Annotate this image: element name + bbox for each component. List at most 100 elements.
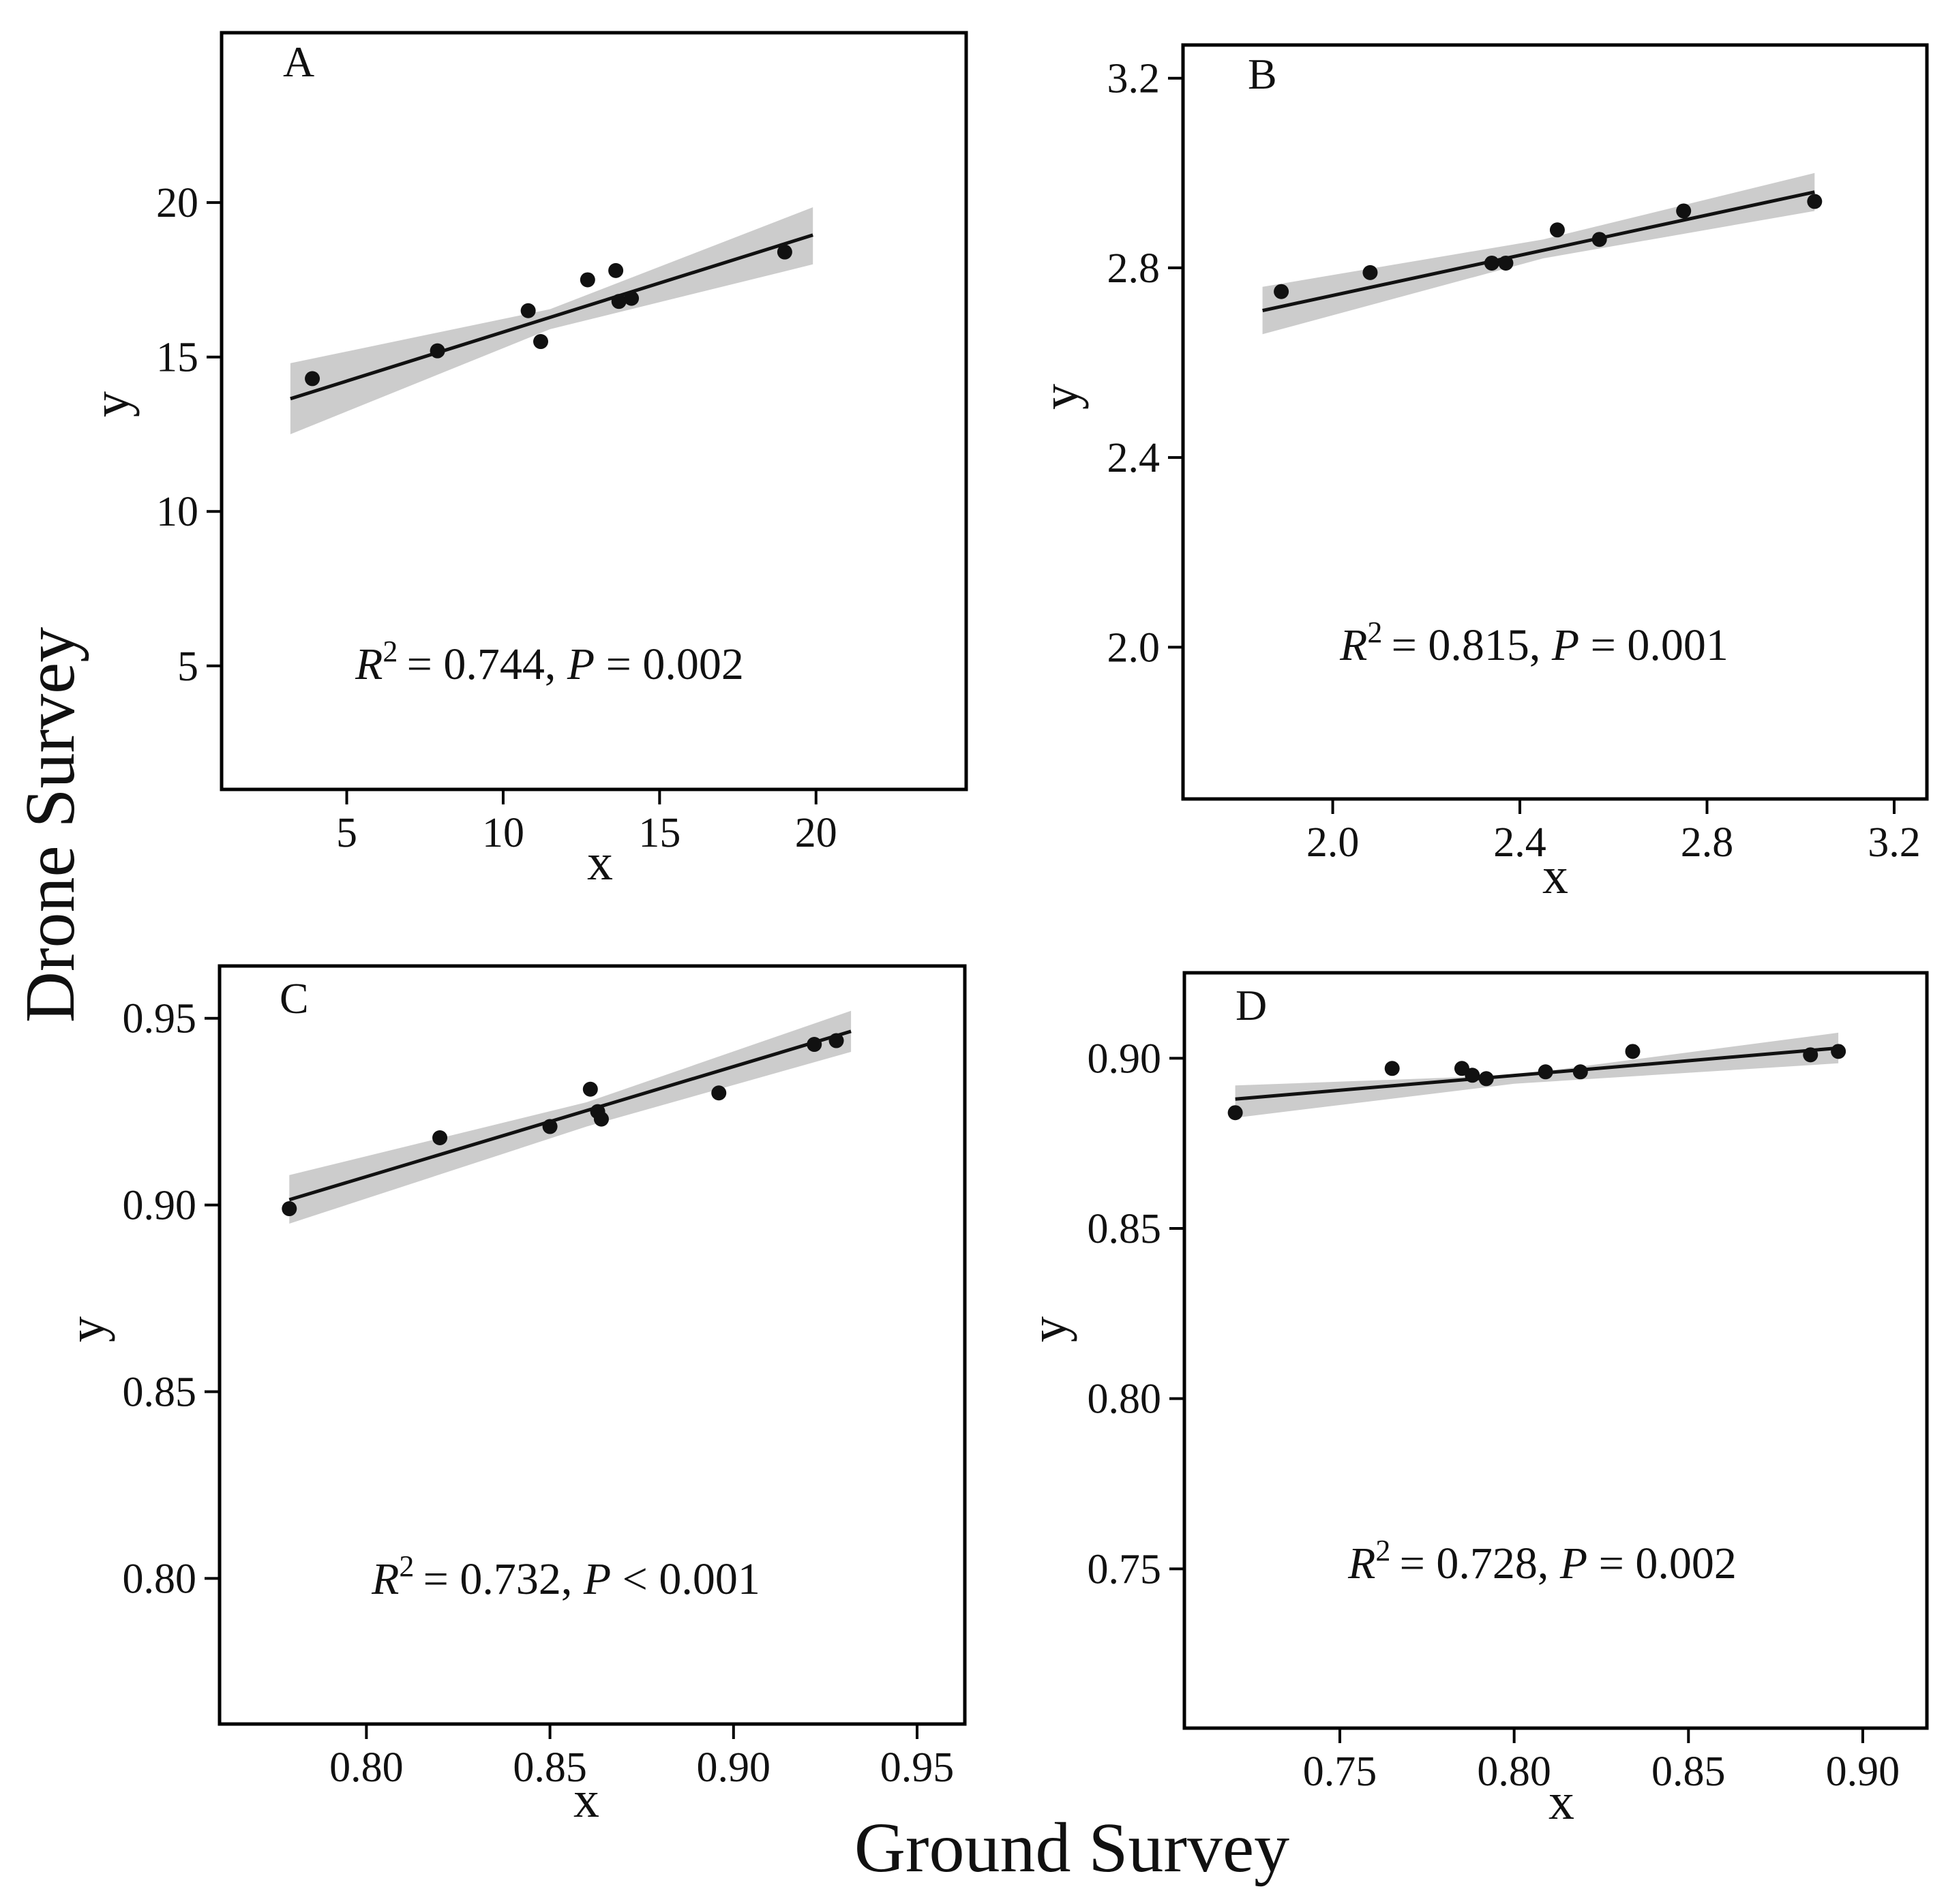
panel-b-data-point [1484,255,1499,271]
panel-d-stats: = 0.728, P = 0.002 [1390,1539,1737,1588]
panel-a-xlabel: x [587,834,613,891]
panel-a-xtick-label: 5 [336,810,357,856]
panel-d-letter: D [1236,981,1267,1029]
panel-c-data-point [593,1111,609,1127]
panel-d-data-point [1538,1064,1553,1080]
panel-d-xtick-label: 0.90 [1826,1749,1900,1795]
panel-b-xtick-label: 2.8 [1681,819,1734,866]
panel-c-letter: C [280,974,309,1023]
panel-a-letter: A [283,37,314,86]
panel-b-data-point [1274,284,1289,299]
panel-a-data-point [520,303,536,318]
panel-a-ylabel: y [83,391,140,417]
panel-c-ytick-label: 0.95 [123,996,197,1042]
panel-d-frame [1182,971,1929,1730]
panel-a-data-point [608,262,624,278]
panel-a-data-point [533,334,548,350]
panel-d-data-point [1227,1105,1243,1121]
panel-c-data-point [432,1130,448,1145]
panel-b-data-point [1549,222,1565,238]
panel-a-frame [220,31,968,791]
panel-b-regression-line [1262,190,1815,312]
panel-c-xtick-label: 0.80 [329,1744,404,1791]
panel-c-data-point [807,1037,822,1053]
panel-c-ylabel: y [58,1316,115,1342]
panel-a-data-point [777,244,792,260]
panel-b-data-point [1362,265,1378,280]
panel-a-data-point [611,294,627,309]
panel-d-xlabel: x [1548,1773,1574,1830]
panel-c-data-point [582,1081,598,1097]
panel-d-xtick-label: 0.80 [1477,1749,1551,1795]
panel-a-stats: = 0.744, P = 0.002 [398,639,744,689]
r-squared-exponent: 2 [399,1550,414,1583]
panel-c: 0.80 0.85 0.90 0.95 0.80 0.85 0.90 0.95 C R2 =… [58,964,967,1828]
figure-ylabel: Drone Survey [11,627,89,1023]
panel-d-annotation: R2 = 0.728, P = 0.002 [1347,1534,1737,1588]
panel-b-data-point [1498,255,1514,271]
panel-b-ytick-label: 3.2 [1107,56,1161,102]
panel-d-xtick-label: 0.75 [1303,1749,1377,1795]
r-squared-exponent: 2 [1375,1534,1390,1567]
panel-d-ytick-label: 0.85 [1088,1206,1162,1252]
panel-c-xlabel: x [573,1771,599,1828]
panel-b-xtick-label: 2.4 [1493,819,1546,866]
panel-a-data-point [580,272,595,288]
panel-c-xtick-label: 0.90 [697,1744,771,1791]
panel-a-xtick-label: 15 [638,810,680,856]
panel-c-annotation: R2 = 0.732, P < 0.001 [371,1550,760,1604]
panel-c-data-point [828,1033,844,1048]
panel-d-ytick-label: 0.90 [1088,1036,1162,1082]
panel-c-ytick-label: 0.85 [123,1369,197,1415]
panel-c-stats: = 0.732, P < 0.001 [414,1554,760,1604]
panel-a-ytick-label: 15 [156,335,198,381]
panel-a-data-point [430,343,445,359]
panel-b-xlabel: x [1542,847,1568,905]
panel-d: 0.75 0.80 0.85 0.90 0.75 0.80 0.85 0.90 D R2 =… [1020,971,1929,1830]
panel-d-ytick-label: 0.80 [1088,1376,1162,1423]
panel-d-data-point [1478,1071,1494,1087]
panel-d-data-point [1465,1068,1480,1083]
panel-a-confidence-band [290,207,813,434]
panel-b-data-point [1807,194,1823,209]
panel-c-xtick-label: 0.95 [880,1744,955,1791]
panel-c-ytick-label: 0.90 [123,1183,197,1229]
panel-d-ylabel: y [1020,1316,1077,1342]
figure-xlabel: Ground Survey [854,1809,1289,1887]
panel-c-data-point [542,1119,558,1134]
panel-b-data-point [1676,203,1692,219]
panel-b-letter: B [1248,50,1277,98]
panel-b-frame [1181,43,1929,801]
panel-c-ytick-label: 0.80 [123,1556,197,1602]
panel-a-xtick-label: 10 [482,810,524,856]
panel-d-data-point [1572,1064,1588,1080]
panel-b-xtick-label: 2.0 [1306,819,1360,866]
panel-d-xtick-label: 0.85 [1651,1749,1726,1795]
panel-d-data-point [1384,1061,1400,1076]
panel-a-ytick-label: 5 [177,644,198,690]
panel-c-data-point [711,1085,727,1101]
panel-b-annotation: R2 = 0.815, P = 0.001 [1339,616,1728,670]
panel-a-ytick-label: 10 [156,489,198,535]
panel-b-ylabel: y [1032,384,1089,410]
panel-b-confidence-band [1262,172,1815,335]
panel-a-regression-line [290,233,813,401]
panel-a-xtick-label: 20 [795,810,837,856]
panel-c-data-point [282,1201,297,1217]
panel-b-stats: = 0.815, P = 0.001 [1382,620,1728,670]
panel-c-xtick-label: 0.85 [513,1744,587,1791]
panel-b-data-point [1591,232,1607,247]
panel-c-regression-line [288,1029,852,1202]
panel-d-data-point [1625,1044,1641,1059]
panel-a-data-point [624,290,640,306]
r-squared-exponent: 2 [383,635,398,668]
panel-c-frame [218,964,967,1726]
panel-a-ytick-label: 20 [156,180,198,226]
panel-d-regression-line [1235,1046,1839,1101]
panel-d-ytick-label: 0.75 [1088,1546,1162,1592]
panel-b-ytick-label: 2.8 [1107,245,1161,292]
panel-a-data-point [305,371,320,387]
panel-b: 2.0 2.4 2.8 3.2 2.0 2.4 2.8 3.2 B R2 = 0.815, … [1032,43,1929,905]
